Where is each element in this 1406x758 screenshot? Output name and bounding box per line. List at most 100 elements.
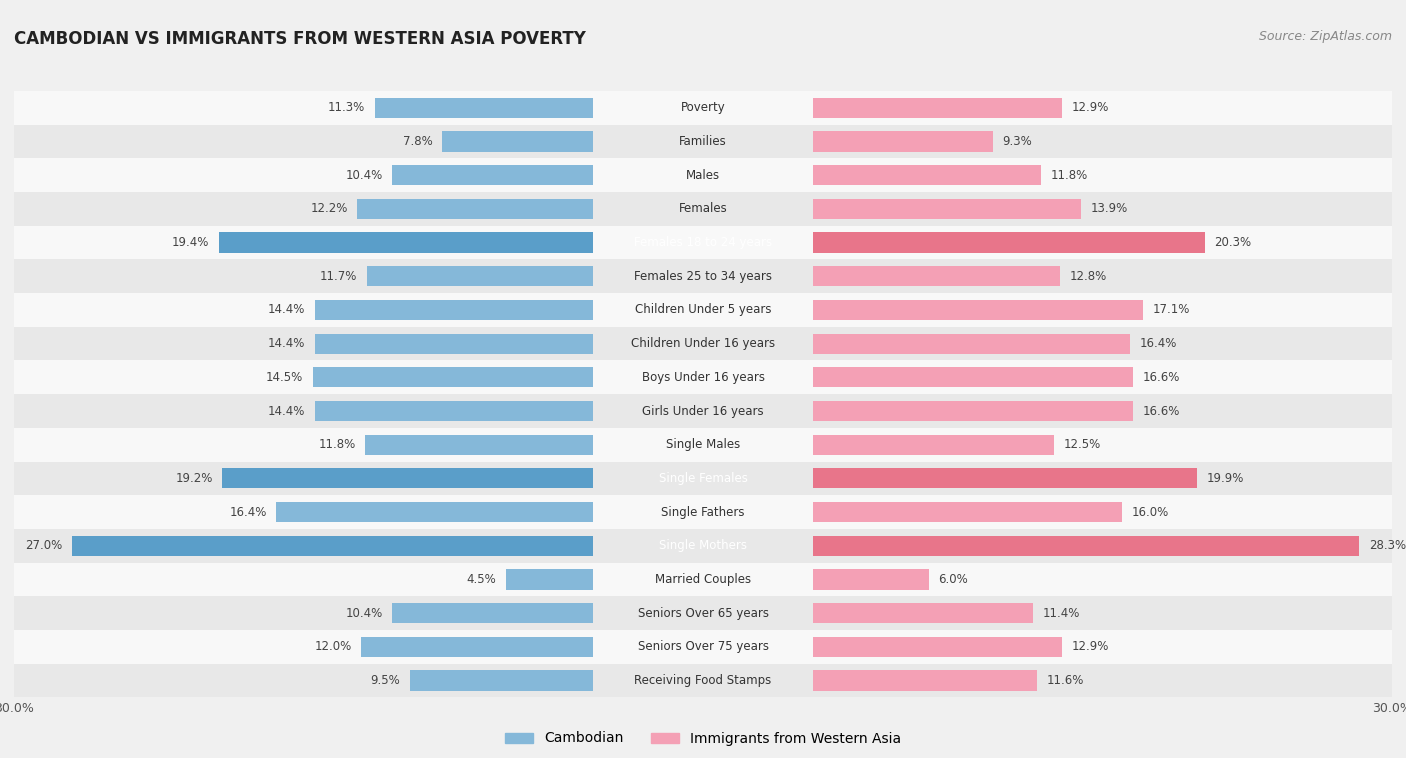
Bar — [315, 401, 593, 421]
Bar — [813, 199, 1081, 219]
Text: 12.2%: 12.2% — [311, 202, 347, 215]
Bar — [14, 293, 593, 327]
Text: Children Under 5 years: Children Under 5 years — [634, 303, 772, 316]
Bar — [593, 259, 813, 293]
Bar — [813, 300, 1143, 320]
Bar — [14, 394, 593, 428]
Bar — [218, 233, 593, 252]
Bar — [813, 327, 1392, 361]
Bar — [593, 91, 813, 124]
Text: 28.3%: 28.3% — [1369, 539, 1406, 553]
Text: 9.3%: 9.3% — [1002, 135, 1032, 148]
Bar — [315, 334, 593, 354]
Bar — [813, 401, 1133, 421]
Bar — [593, 562, 813, 597]
Text: Single Males: Single Males — [666, 438, 740, 451]
Text: 11.3%: 11.3% — [328, 102, 366, 114]
Bar — [14, 597, 593, 630]
Text: 7.8%: 7.8% — [404, 135, 433, 148]
Text: 27.0%: 27.0% — [25, 539, 62, 553]
Bar — [593, 226, 813, 259]
Bar — [593, 428, 813, 462]
Text: Receiving Food Stamps: Receiving Food Stamps — [634, 674, 772, 687]
Bar — [593, 158, 813, 192]
Bar — [593, 630, 813, 664]
Text: 19.9%: 19.9% — [1206, 472, 1244, 485]
Text: 10.4%: 10.4% — [346, 169, 382, 182]
Text: Source: ZipAtlas.com: Source: ZipAtlas.com — [1258, 30, 1392, 43]
Bar — [593, 495, 813, 529]
Bar — [593, 124, 813, 158]
Text: 12.8%: 12.8% — [1070, 270, 1107, 283]
Bar — [813, 562, 1392, 597]
Bar — [813, 434, 1054, 455]
Bar — [813, 158, 1392, 192]
Text: Boys Under 16 years: Boys Under 16 years — [641, 371, 765, 384]
Bar — [14, 630, 593, 664]
Bar — [506, 569, 593, 590]
Text: Females 18 to 24 years: Females 18 to 24 years — [634, 236, 772, 249]
Text: 20.3%: 20.3% — [1215, 236, 1251, 249]
Text: 14.5%: 14.5% — [266, 371, 304, 384]
Bar — [14, 562, 593, 597]
Text: Females: Females — [679, 202, 727, 215]
Text: 11.7%: 11.7% — [321, 270, 357, 283]
Text: 14.4%: 14.4% — [269, 337, 305, 350]
Text: 4.5%: 4.5% — [467, 573, 496, 586]
Legend: Cambodian, Immigrants from Western Asia: Cambodian, Immigrants from Western Asia — [499, 726, 907, 751]
Text: 14.4%: 14.4% — [269, 303, 305, 316]
Bar — [813, 495, 1392, 529]
Text: 10.4%: 10.4% — [346, 606, 382, 619]
Bar — [813, 367, 1133, 387]
Bar — [14, 361, 593, 394]
Bar — [593, 192, 813, 226]
Text: Seniors Over 75 years: Seniors Over 75 years — [637, 641, 769, 653]
Text: Seniors Over 65 years: Seniors Over 65 years — [637, 606, 769, 619]
Bar — [357, 199, 593, 219]
Bar — [813, 603, 1033, 623]
Text: 12.9%: 12.9% — [1071, 102, 1109, 114]
Bar — [813, 664, 1392, 697]
Bar — [367, 266, 593, 287]
Text: 12.0%: 12.0% — [315, 641, 352, 653]
Bar — [277, 502, 593, 522]
Bar — [593, 394, 813, 428]
Text: 16.0%: 16.0% — [1132, 506, 1168, 518]
Text: CAMBODIAN VS IMMIGRANTS FROM WESTERN ASIA POVERTY: CAMBODIAN VS IMMIGRANTS FROM WESTERN ASI… — [14, 30, 586, 49]
Text: 11.8%: 11.8% — [318, 438, 356, 451]
Bar — [813, 637, 1062, 657]
Text: 11.4%: 11.4% — [1043, 606, 1080, 619]
Bar — [392, 165, 593, 185]
Bar — [593, 361, 813, 394]
Bar — [813, 361, 1392, 394]
Text: Males: Males — [686, 169, 720, 182]
Bar — [14, 192, 593, 226]
Bar — [813, 536, 1360, 556]
Text: Children Under 16 years: Children Under 16 years — [631, 337, 775, 350]
Bar — [593, 327, 813, 361]
Bar — [593, 293, 813, 327]
Bar — [443, 131, 593, 152]
Bar — [813, 259, 1392, 293]
Bar — [813, 165, 1040, 185]
Bar — [14, 226, 593, 259]
Text: 13.9%: 13.9% — [1091, 202, 1128, 215]
Bar — [813, 233, 1205, 252]
Text: 16.4%: 16.4% — [1139, 337, 1177, 350]
Bar — [593, 462, 813, 495]
Bar — [14, 529, 593, 562]
Bar — [813, 334, 1129, 354]
Bar — [593, 597, 813, 630]
Text: Females 25 to 34 years: Females 25 to 34 years — [634, 270, 772, 283]
Bar — [813, 630, 1392, 664]
Bar — [813, 226, 1392, 259]
Text: Girls Under 16 years: Girls Under 16 years — [643, 405, 763, 418]
Bar — [315, 300, 593, 320]
Text: 11.6%: 11.6% — [1046, 674, 1084, 687]
Bar — [72, 536, 593, 556]
Bar — [813, 131, 993, 152]
Text: 19.4%: 19.4% — [172, 236, 209, 249]
Bar — [14, 91, 593, 124]
Bar — [14, 124, 593, 158]
Bar — [14, 428, 593, 462]
